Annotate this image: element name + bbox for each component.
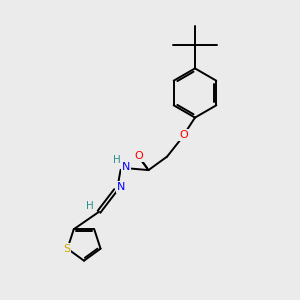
Text: N: N xyxy=(122,162,130,172)
Text: H: H xyxy=(112,155,120,165)
Text: O: O xyxy=(134,151,143,161)
Text: H: H xyxy=(86,201,94,212)
Text: S: S xyxy=(63,244,70,254)
Text: O: O xyxy=(179,130,188,140)
Text: N: N xyxy=(117,182,125,192)
